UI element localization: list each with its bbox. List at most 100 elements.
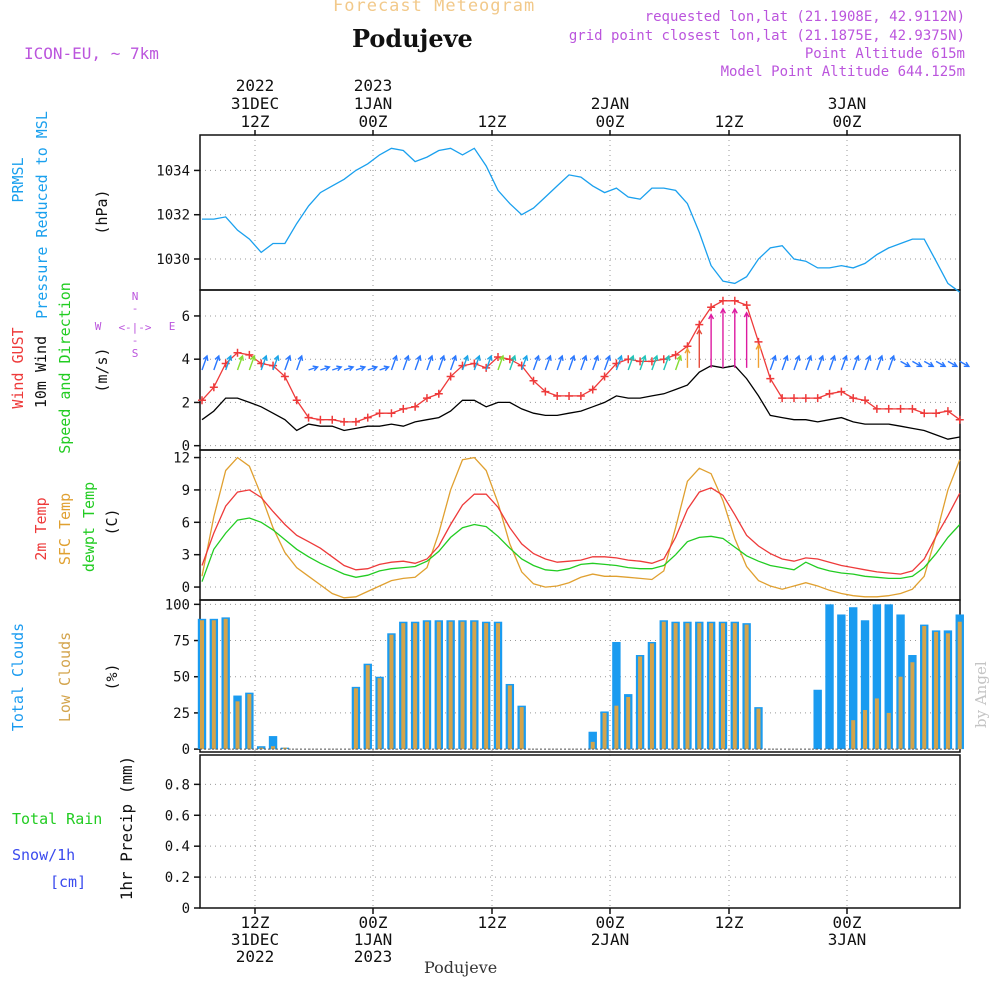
gust-marker bbox=[671, 350, 680, 359]
wind-arrow bbox=[888, 355, 895, 371]
pressure-label-2: Pressure Reduced to MSL bbox=[33, 111, 51, 319]
low-cloud-bar bbox=[247, 694, 252, 750]
wind-arrow-head bbox=[963, 361, 971, 368]
wind-arrow bbox=[876, 355, 883, 371]
compass-arrows: <-|-> bbox=[118, 321, 151, 334]
gust-marker bbox=[233, 348, 242, 357]
wind-arrow bbox=[414, 355, 421, 371]
total-cloud-bar bbox=[837, 614, 846, 750]
wind-arrow-head bbox=[755, 343, 762, 350]
wind-arrow-head bbox=[696, 328, 703, 335]
wind-arrow bbox=[900, 360, 910, 367]
wind-arrow-head bbox=[250, 354, 256, 361]
ytick-label-precip-4: 0.8 bbox=[165, 777, 190, 793]
ytick-label-temp-1: 3 bbox=[182, 548, 190, 564]
ytick-label-wind-0: 0 bbox=[182, 439, 190, 455]
super-title: Forecast Meteogram bbox=[333, 0, 536, 16]
wind-arrow-head bbox=[928, 361, 935, 368]
low-cloud-bar bbox=[389, 634, 394, 750]
ytick-label-clouds-4: 100 bbox=[165, 597, 190, 613]
bottom-time-label-0-2: 2022 bbox=[236, 947, 275, 966]
low-cloud-bar bbox=[910, 662, 915, 750]
wind-arrow-head bbox=[830, 354, 836, 362]
wind-arrow bbox=[651, 355, 658, 371]
top-time-label-1-0: 2023 bbox=[354, 76, 393, 95]
gust-marker bbox=[588, 385, 597, 394]
wind-arrow bbox=[592, 355, 599, 371]
gust-marker bbox=[292, 396, 301, 405]
wind-arrow-head bbox=[475, 354, 481, 362]
wind-arrow bbox=[556, 355, 563, 371]
wind-arrow bbox=[805, 355, 812, 371]
total-cloud-bar bbox=[884, 604, 893, 750]
wind-label-10m: 10m Wind bbox=[32, 336, 50, 408]
wind-arrow-head bbox=[463, 354, 469, 362]
low-cloud-bar bbox=[424, 621, 429, 750]
low-cloud-bar bbox=[460, 621, 465, 750]
wind-arrow-head bbox=[708, 313, 715, 320]
bottom-time-label-0-1: 31DEC bbox=[231, 930, 279, 949]
low-cloud-bar bbox=[756, 708, 761, 750]
wind-arrow bbox=[509, 355, 516, 371]
gust-marker bbox=[695, 320, 704, 329]
bottom-time-label-1-2: 2023 bbox=[354, 947, 393, 966]
wind-arrow-head bbox=[771, 354, 777, 362]
wind-arrow bbox=[461, 355, 469, 371]
bottom-time-label-1-0: 00Z bbox=[359, 913, 388, 932]
gust-marker bbox=[576, 391, 585, 400]
model-point-altitude: Model Point Altitude 644.125m bbox=[720, 64, 965, 80]
low-cloud-bar bbox=[697, 623, 702, 750]
sfc-temp-line bbox=[201, 456, 961, 599]
low-cloud-bar bbox=[957, 621, 962, 750]
wind-arrow-head bbox=[359, 365, 367, 372]
gust-marker bbox=[553, 391, 562, 400]
bottom-time-label-5-1: 3JAN bbox=[828, 930, 867, 949]
low-cloud-bar bbox=[898, 676, 903, 750]
top-time-label-1-2: 00Z bbox=[359, 112, 388, 131]
low-cloud-bar bbox=[874, 698, 879, 750]
wind-arrow-head bbox=[427, 354, 434, 361]
compass-w: W bbox=[95, 320, 102, 333]
total-cloud-bar bbox=[268, 736, 278, 750]
gust-marker bbox=[245, 350, 254, 359]
gust-marker bbox=[955, 415, 964, 424]
total-cloud-bar bbox=[872, 604, 882, 750]
ytick-label-precip-0: 0 bbox=[182, 901, 190, 917]
wind-arrow-head bbox=[486, 354, 493, 361]
low-cloud-bar bbox=[282, 747, 287, 750]
wind-arrow bbox=[840, 355, 848, 371]
ytick-label-clouds-1: 25 bbox=[173, 706, 190, 722]
ytick-label-precip-2: 0.4 bbox=[165, 839, 190, 855]
gust-marker bbox=[742, 301, 751, 310]
wind-arrow-head bbox=[916, 361, 923, 368]
top-time-label-3-1: 2JAN bbox=[591, 94, 630, 113]
low-cloud-bar bbox=[638, 656, 643, 750]
gust-marker bbox=[316, 415, 325, 424]
wind-arrow-head bbox=[605, 354, 611, 361]
total-cloud-bar bbox=[588, 731, 597, 750]
gust-marker bbox=[659, 355, 668, 364]
top-time-label-4-2: 12Z bbox=[715, 112, 744, 131]
top-time-label-0-1: 31DEC bbox=[231, 94, 279, 113]
precip-label-snow: Snow/1h bbox=[12, 846, 75, 864]
wind-arrow-head bbox=[522, 354, 529, 362]
gust-marker bbox=[778, 394, 787, 403]
wind-arrow bbox=[521, 355, 528, 371]
wind-arrow bbox=[485, 355, 492, 371]
clouds-label-total: Total Clouds bbox=[9, 623, 27, 731]
gust-marker bbox=[730, 296, 739, 305]
wind-arrow bbox=[864, 355, 871, 371]
gust-marker bbox=[446, 372, 455, 381]
wind-arrow bbox=[497, 355, 504, 371]
low-cloud-bar bbox=[200, 620, 204, 750]
wind-arrow bbox=[568, 355, 575, 371]
compass-n-dash: - bbox=[132, 302, 139, 315]
top-time-label-0-0: 2022 bbox=[236, 76, 275, 95]
wind-arrow bbox=[852, 355, 859, 371]
point-altitude: Point Altitude 615m bbox=[804, 46, 965, 62]
wind-arrow bbox=[438, 355, 445, 371]
wind-arrow bbox=[390, 355, 398, 371]
total-cloud-bar bbox=[860, 620, 870, 750]
wind-arrow-head bbox=[262, 354, 268, 362]
